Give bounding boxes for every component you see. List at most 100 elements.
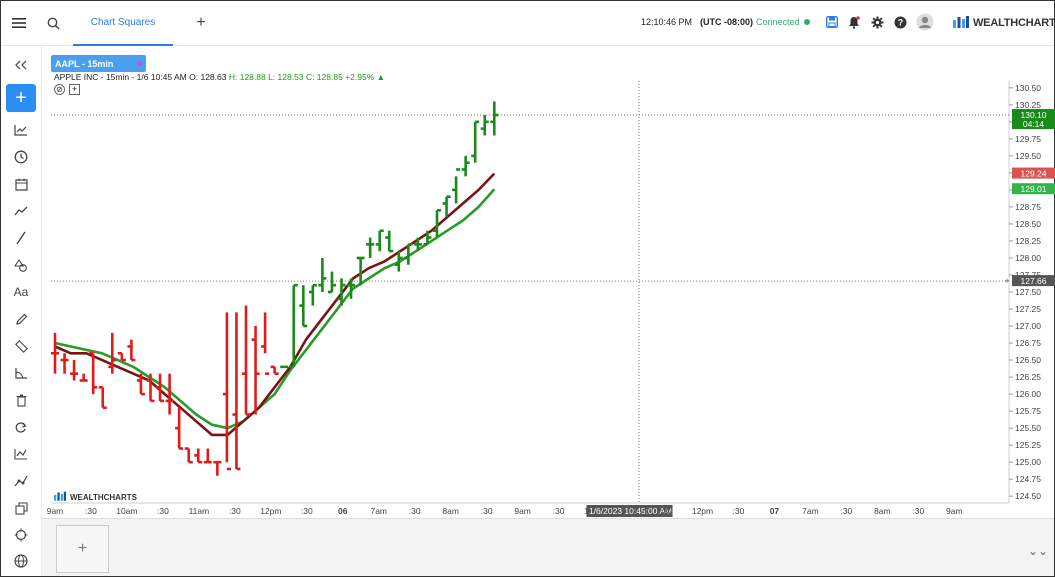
color-dot-icon (137, 61, 143, 66)
price-tick-label: 127.75 (1015, 270, 1041, 280)
price-tick-label: 126.50 (1015, 355, 1041, 365)
layers-icon[interactable] (9, 497, 33, 519)
add-panel-button[interactable]: + (56, 525, 109, 573)
tool-sidebar: + Aa (1, 46, 42, 576)
time-tick-label: 12pm (260, 506, 281, 516)
svg-text:?: ? (897, 17, 903, 27)
top-bar: Chart Squares + 12:10:46 PM (UTC -08:00)… (1, 1, 1055, 46)
wealthcharts-logo-icon (953, 16, 969, 28)
wealthcharts-logo-icon (54, 491, 66, 501)
price-tag (1012, 183, 1055, 195)
ma-fast-line (54, 172, 496, 437)
connection-label: Connected (756, 17, 800, 27)
avatar-icon[interactable] (915, 12, 935, 32)
low-value: L: 128.53 (268, 72, 304, 82)
symbol-tab[interactable]: AAPL - 15min (51, 55, 146, 72)
nodes-icon[interactable] (9, 470, 33, 492)
menu-icon[interactable] (9, 13, 29, 33)
time-tick-label: 9am (514, 506, 531, 516)
pencil-icon[interactable] (9, 308, 33, 330)
watermark-brand: WEALTHCHARTS (70, 492, 137, 502)
timezone: (UTC -08:00) (700, 17, 754, 27)
chart-area[interactable] (42, 46, 1054, 518)
tab-label: Chart Squares (90, 17, 156, 28)
price-tag-countdown: 04:14 (1023, 119, 1045, 129)
price-tick-label: 125.75 (1015, 406, 1041, 416)
time-tick-label: :30 (85, 506, 97, 516)
price-tag (1012, 275, 1055, 287)
globe-icon[interactable] (9, 550, 33, 572)
price-tick-label: 127.00 (1015, 321, 1041, 331)
gear-icon[interactable] (869, 14, 885, 30)
alert-bell-icon[interactable] (846, 14, 862, 30)
high-value: H: 128.88 (228, 72, 266, 82)
crosshair-time-tag (586, 505, 673, 517)
time-tick-label: :30 (912, 506, 924, 516)
time-tick-label: 9am (946, 506, 963, 516)
symbol-info-prefix: APPLE INC - 15min - 1/6 10:45 AM (54, 72, 187, 82)
price-tag-value: 129.24 (1021, 169, 1047, 179)
time-tick-label: :30 (840, 506, 852, 516)
price-tick-label: 125.25 (1015, 440, 1041, 450)
symbol-tab-label: AAPL - 15min (55, 58, 114, 69)
price-tick-label: 127.25 (1015, 304, 1041, 314)
time-tick-label: 7am (802, 506, 819, 516)
sync-icon[interactable] (9, 416, 33, 438)
indicators-icon[interactable] (9, 119, 33, 141)
time-tick-label: 06 (338, 506, 348, 516)
time-tick-label: :30 (733, 506, 745, 516)
price-tick-label: 130.25 (1015, 100, 1041, 110)
help-icon[interactable]: ? (892, 14, 908, 30)
time-tick-label: :30 (553, 506, 565, 516)
price-tick-label: 128.00 (1015, 253, 1041, 263)
price-tick-label: 128.75 (1015, 202, 1041, 212)
time-tick-label: 7am (370, 506, 387, 516)
price-tick-label: 129.50 (1015, 151, 1041, 161)
time-tick-label: :30 (409, 506, 421, 516)
price-tick-label: 125.50 (1015, 423, 1041, 433)
price-tag (1012, 109, 1055, 130)
clock-time: 12:10:46 PM (641, 17, 693, 27)
text-tool-icon[interactable]: Aa (13, 285, 29, 299)
expand-chevron-icon[interactable]: ⌄⌄ (1027, 544, 1049, 558)
crosshair-icon[interactable] (9, 524, 33, 546)
ma-slow-line (54, 188, 496, 430)
chart-watermark-logo: WEALTHCHARTS (53, 491, 137, 503)
price-tick-label: 126.25 (1015, 372, 1041, 382)
connection-status: Connected (756, 17, 810, 27)
crosshair-plus-icon: + (1004, 276, 1009, 286)
price-tag-value: 129.01 (1021, 184, 1047, 194)
collapse-icon[interactable] (9, 54, 33, 76)
search-icon[interactable] (43, 13, 63, 33)
shapes-icon[interactable] (9, 254, 33, 276)
ruler-icon[interactable] (9, 335, 33, 357)
price-tag-value: 130.10 (1021, 110, 1047, 120)
price-tick-label: 128.25 (1015, 236, 1041, 246)
add-drawing-button[interactable]: + (6, 84, 36, 112)
change-arrow-icon: ▲ (376, 72, 386, 82)
trash-icon[interactable] (9, 389, 33, 411)
line-chart-icon[interactable] (9, 443, 33, 465)
ohlc-info: APPLE INC - 15min - 1/6 10:45 AM O: 128.… (54, 72, 385, 82)
hide-indicators-icon[interactable]: ⊘ (54, 84, 65, 95)
save-icon[interactable] (824, 14, 840, 30)
price-tick-label: 129.75 (1015, 134, 1041, 144)
add-tab-button[interactable]: + (196, 14, 206, 31)
calendar-icon[interactable] (9, 173, 33, 195)
time-tick-label: 1/6/2023 10:45:00 AM (589, 506, 672, 516)
price-tick-label: 130.50 (1015, 83, 1041, 93)
angle-icon[interactable] (9, 362, 33, 384)
tab-chart-squares[interactable]: Chart Squares (73, 1, 173, 46)
price-tick-label: 124.50 (1015, 491, 1041, 501)
time-tick-label: 11am (189, 506, 210, 516)
status-dot-icon (803, 19, 810, 25)
line-tool-icon[interactable] (9, 227, 33, 249)
time-tick-label: 8am (874, 506, 891, 516)
price-tag (1012, 167, 1055, 179)
time-tick-label: 8am (442, 506, 459, 516)
trend-icon[interactable] (9, 200, 33, 222)
time-tick-label: :30 (481, 506, 493, 516)
clock-icon[interactable] (9, 146, 33, 168)
expand-panel-icon[interactable]: + (69, 84, 80, 95)
